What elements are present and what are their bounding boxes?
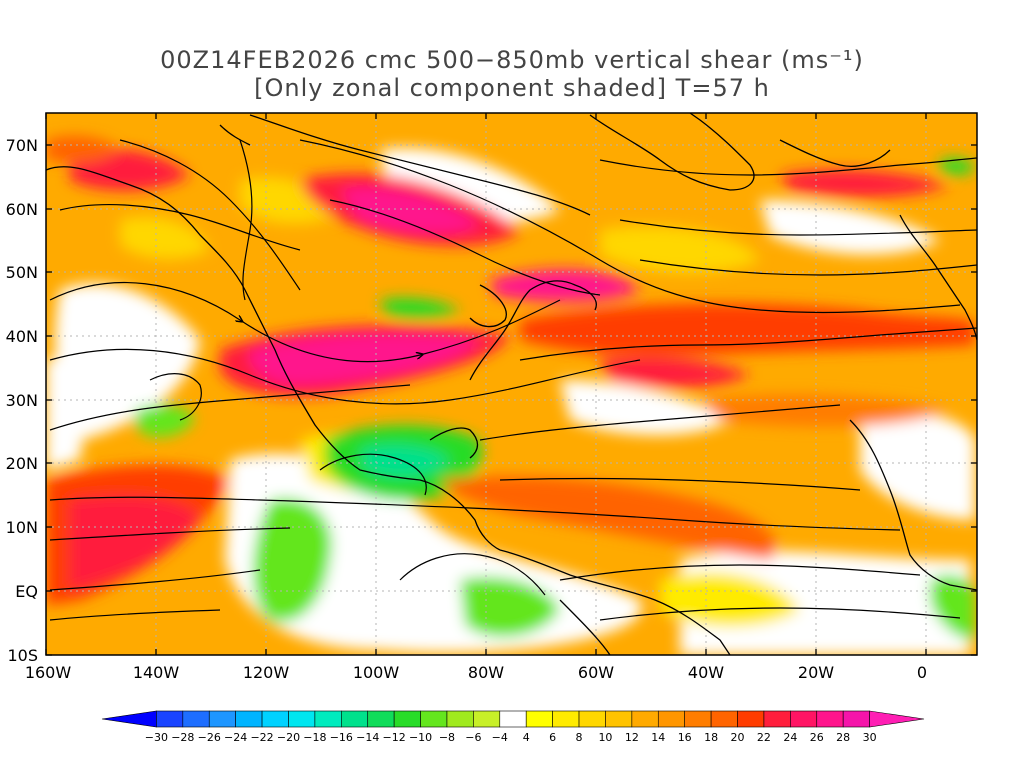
colorbar-tick-label: −14 xyxy=(356,731,379,744)
axis-ticks xyxy=(45,113,977,656)
colorbar-swatch xyxy=(341,710,369,728)
colorbar-swatch xyxy=(288,710,316,728)
colorbar-tick-label: 24 xyxy=(783,731,797,744)
colorbar-swatch xyxy=(261,710,289,728)
streamlines xyxy=(49,139,977,621)
lat-label-50n: 50N xyxy=(6,263,38,282)
colorbar-tick-label: −22 xyxy=(250,731,273,744)
map-title-line1: 00Z14FEB2026 cmc 500−850mb vertical shea… xyxy=(160,46,864,74)
colorbar-swatch xyxy=(657,710,685,728)
colorbar-tick-label: −4 xyxy=(492,731,508,744)
lat-label-60n: 60N xyxy=(6,200,38,219)
colorbar-tick-label: 4 xyxy=(523,731,530,744)
colorbar-swatch xyxy=(182,710,210,728)
colorbar-swatch xyxy=(578,710,606,728)
colorbar-tick-label: −12 xyxy=(383,731,406,744)
colorbar-tick-label: 26 xyxy=(810,731,824,744)
colorbar-labels: −30 −28 −26 −24 −22 −20 −18 −16 −14 −12 −10 −8 −6 −4 4… xyxy=(145,731,877,744)
colorbar-tick-label: −28 xyxy=(171,731,194,744)
colorbar xyxy=(101,710,925,728)
colorbar-swatch xyxy=(208,710,236,728)
colorbar-arrow-right xyxy=(869,710,925,728)
colorbar-swatch xyxy=(684,710,712,728)
lon-label-20w: 20W xyxy=(798,663,834,682)
colorbar-tick-label: −24 xyxy=(224,731,247,744)
lat-label-20n: 20N xyxy=(6,454,38,473)
lon-label-40w: 40W xyxy=(688,663,724,682)
lat-label-40n: 40N xyxy=(6,327,38,346)
lon-label-120w: 120W xyxy=(243,663,290,682)
colorbar-tick-label: 16 xyxy=(678,731,692,744)
lat-axis-labels: 70N 60N 50N 40N 30N 20N 10N EQ 10S xyxy=(6,136,38,665)
colorbar-swatch xyxy=(842,710,870,728)
colorbar-tick-label: 12 xyxy=(625,731,639,744)
colorbar-swatch xyxy=(631,710,659,728)
colorbar-tick-label: −26 xyxy=(198,731,221,744)
colorbar-swatch xyxy=(499,710,527,728)
colorbar-tick-label: 14 xyxy=(651,731,665,744)
lon-axis-labels: 160W 140W 120W 100W 80W 60W 40W 20W 0 xyxy=(25,663,927,682)
lon-label-0: 0 xyxy=(917,663,927,682)
lat-label-10s: 10S xyxy=(7,646,38,665)
colorbar-swatch xyxy=(605,710,633,728)
colorbar-tick-label: −18 xyxy=(303,731,326,744)
colorbar-tick-label: 20 xyxy=(731,731,745,744)
colorbar-tick-label: −30 xyxy=(145,731,168,744)
lon-label-100w: 100W xyxy=(353,663,400,682)
colorbar-arrow-left xyxy=(101,710,157,728)
colorbar-tick-label: −8 xyxy=(439,731,455,744)
colorbar-tick-label: −10 xyxy=(409,731,432,744)
colorbar-swatch xyxy=(737,710,765,728)
colorbar-swatch xyxy=(393,710,421,728)
colorbar-swatch xyxy=(367,710,395,728)
colorbar-swatch xyxy=(156,710,184,728)
colorbar-tick-label: 6 xyxy=(549,731,556,744)
colorbar-swatch xyxy=(314,710,342,728)
lat-label-eq: EQ xyxy=(15,582,38,601)
lon-label-60w: 60W xyxy=(578,663,614,682)
map-title-line2: [Only zonal component shaded] T=57 h xyxy=(254,74,770,102)
colorbar-tick-label: 22 xyxy=(757,731,771,744)
colorbar-swatch xyxy=(552,710,580,728)
colorbar-swatch xyxy=(790,710,818,728)
colorbar-swatch xyxy=(525,710,553,728)
colorbar-tick-label: 30 xyxy=(863,731,877,744)
colorbar-tick-label: 18 xyxy=(704,731,718,744)
lat-label-10n: 10N xyxy=(6,518,38,537)
plot-frame xyxy=(45,112,978,656)
colorbar-swatch xyxy=(446,710,474,728)
colorbar-tick-label: −6 xyxy=(465,731,481,744)
colorbar-swatch xyxy=(473,710,501,728)
lon-label-140w: 140W xyxy=(133,663,180,682)
colorbar-swatch xyxy=(235,710,263,728)
coastlines xyxy=(46,113,977,655)
colorbar-tick-label: −20 xyxy=(277,731,300,744)
lat-label-70n: 70N xyxy=(6,136,38,155)
colorbar-swatch xyxy=(420,710,448,728)
colorbar-tick-label: −16 xyxy=(330,731,353,744)
colorbar-tick-label: 8 xyxy=(576,731,583,744)
lon-label-80w: 80W xyxy=(468,663,504,682)
colorbar-swatch xyxy=(816,710,844,728)
colorbar-swatch xyxy=(710,710,738,728)
lon-label-160w: 160W xyxy=(25,663,72,682)
shear-shading xyxy=(46,113,977,655)
colorbar-tick-label: 10 xyxy=(598,731,612,744)
lat-label-30n: 30N xyxy=(6,391,38,410)
colorbar-swatch xyxy=(763,710,791,728)
colorbar-tick-label: 28 xyxy=(836,731,850,744)
